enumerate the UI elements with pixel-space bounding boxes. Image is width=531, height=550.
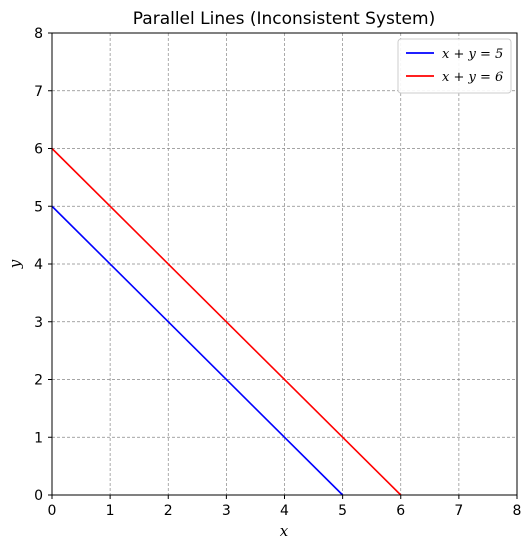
y-tick-label: 0: [34, 488, 43, 504]
x-axis: 0 1 2 3 4 5 6 7 8: [48, 495, 522, 519]
x-tick-label: 7: [454, 503, 463, 519]
x-tick-label: 0: [48, 503, 57, 519]
legend-label-2: x + y = 6: [442, 70, 503, 85]
x-tick-label: 6: [396, 503, 405, 519]
grid: [52, 33, 517, 495]
y-tick-label: 2: [34, 373, 43, 389]
legend-label-1: x + y = 5: [442, 47, 503, 62]
y-tick-label: 8: [34, 26, 43, 42]
chart-title: Parallel Lines (Inconsistent System): [133, 9, 435, 29]
y-tick-label: 3: [34, 315, 43, 331]
series-line-1: [51, 205, 344, 496]
y-axis-label: y: [6, 259, 24, 269]
y-axis: 0 1 2 3 4 5 6 7 8: [34, 26, 52, 504]
x-tick-label: 3: [222, 503, 231, 519]
x-tick-label: 5: [338, 503, 347, 519]
y-tick-label: 6: [34, 142, 43, 158]
x-tick-label: 1: [106, 503, 115, 519]
x-axis-label: x: [280, 522, 289, 540]
series-line-2: [51, 147, 402, 496]
y-tick-label: 7: [34, 84, 43, 100]
x-tick-label: 8: [513, 503, 522, 519]
series-group: [51, 147, 402, 496]
y-tick-label: 4: [34, 257, 43, 273]
legend: x + y = 5 x + y = 6: [397, 38, 512, 94]
x-tick-label: 4: [280, 503, 289, 519]
x-tick-label: 2: [164, 503, 173, 519]
y-tick-label: 1: [34, 430, 43, 446]
y-tick-label: 5: [34, 199, 43, 215]
